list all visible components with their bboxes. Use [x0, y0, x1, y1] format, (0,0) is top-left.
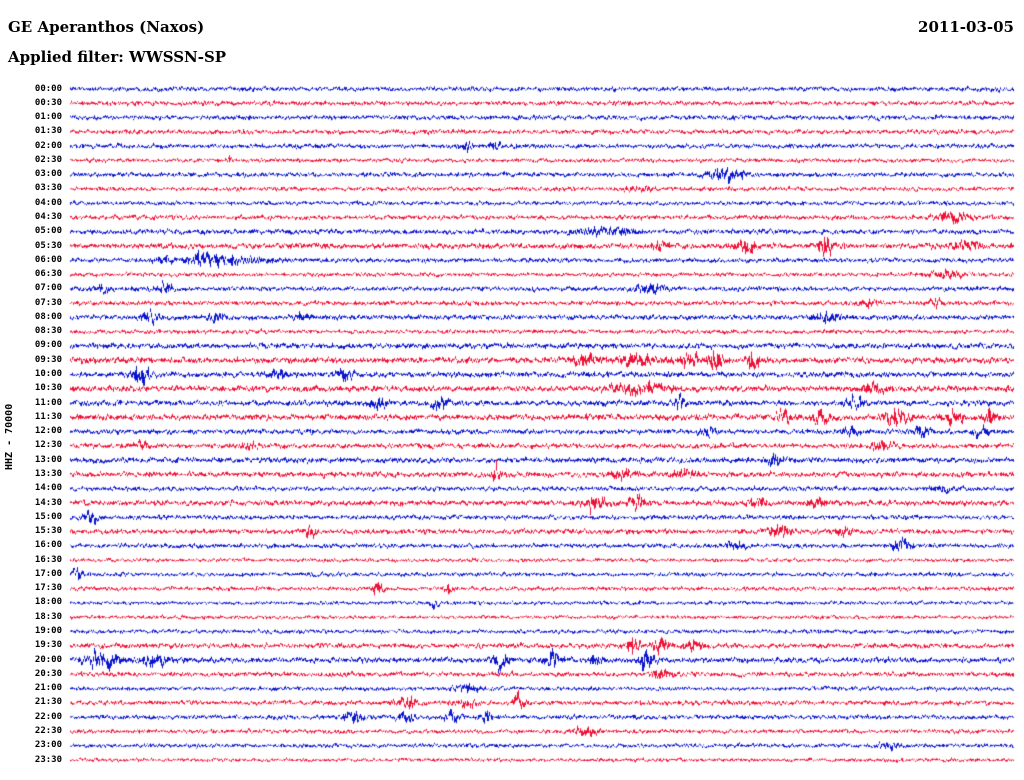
time-label: 09:00	[34, 340, 62, 351]
time-label: 06:30	[34, 269, 62, 280]
time-label: 17:00	[34, 568, 62, 579]
time-label: 11:00	[34, 397, 62, 408]
time-label: 13:30	[34, 468, 62, 479]
time-label: 15:30	[34, 526, 62, 537]
station-title: GE Aperanthos (Naxos)	[8, 18, 205, 36]
time-label: 18:30	[34, 611, 62, 622]
time-label: 22:30	[34, 725, 62, 736]
time-label: 06:00	[34, 254, 62, 265]
time-label: 07:00	[34, 283, 62, 294]
time-label: 10:00	[34, 369, 62, 380]
time-label: 00:30	[34, 97, 62, 108]
channel-scale-label: HHZ - 70000	[4, 403, 15, 470]
time-label: 17:30	[34, 583, 62, 594]
time-label: 20:00	[34, 654, 62, 665]
time-label: 02:00	[34, 140, 62, 151]
time-label: 05:30	[34, 240, 62, 251]
time-label: 08:00	[34, 311, 62, 322]
time-label: 22:00	[34, 711, 62, 722]
time-label: 14:30	[34, 497, 62, 508]
time-label: 00:00	[34, 83, 62, 94]
time-label: 04:00	[34, 197, 62, 208]
time-label: 23:30	[34, 754, 62, 765]
time-label: 05:00	[34, 226, 62, 237]
time-label: 16:00	[34, 540, 62, 551]
time-label: 21:30	[34, 697, 62, 708]
date-label: 2011-03-05	[918, 18, 1014, 36]
time-label: 20:30	[34, 668, 62, 679]
time-label: 13:00	[34, 454, 62, 465]
time-label: 19:30	[34, 640, 62, 651]
time-label: 11:30	[34, 411, 62, 422]
time-label: 09:30	[34, 354, 62, 365]
time-label: 07:30	[34, 297, 62, 308]
time-label: 03:30	[34, 183, 62, 194]
time-label: 15:00	[34, 511, 62, 522]
time-label: 14:00	[34, 483, 62, 494]
time-label: 02:30	[34, 154, 62, 165]
time-label: 16:30	[34, 554, 62, 565]
time-label: 01:00	[34, 112, 62, 123]
time-label: 04:30	[34, 211, 62, 222]
time-label: 08:30	[34, 326, 62, 337]
time-label: 18:00	[34, 597, 62, 608]
time-label: 19:00	[34, 626, 62, 636]
time-label: 01:30	[34, 126, 62, 137]
time-label: 03:00	[34, 169, 62, 180]
time-label: 21:00	[34, 683, 62, 694]
time-label: 12:30	[34, 440, 62, 451]
time-label: 10:30	[34, 383, 62, 394]
filter-label: Applied filter: WWSSN-SP	[8, 48, 227, 66]
time-label: 23:00	[34, 740, 62, 751]
time-label: 12:00	[34, 426, 62, 437]
